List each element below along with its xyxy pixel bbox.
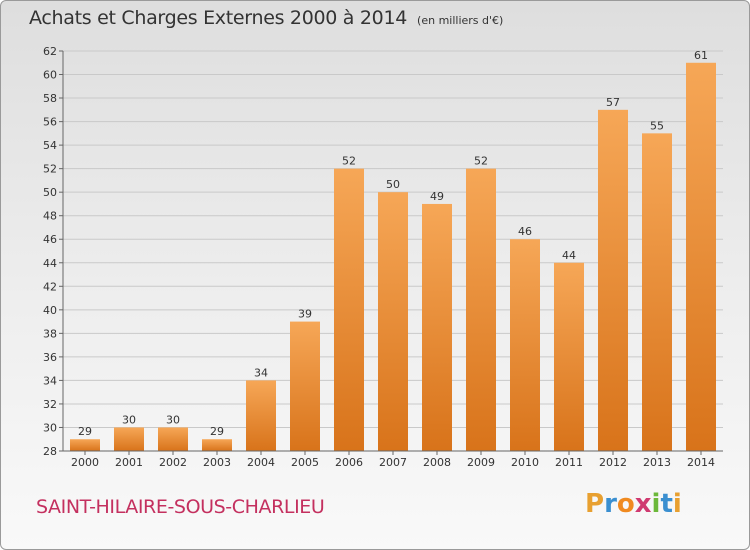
logo-letter: i (651, 489, 661, 519)
y-tick-label: 48 (43, 210, 57, 223)
commune-name: SAINT-HILAIRE-SOUS-CHARLIEU (36, 496, 325, 518)
proxiti-logo: Proxiti (585, 489, 682, 519)
y-tick-label: 38 (43, 327, 57, 340)
chart-unit: (en milliers d'€) (417, 14, 504, 27)
x-tick-label: 2009 (467, 456, 495, 469)
y-tick-label: 40 (43, 304, 57, 317)
bar (598, 109, 628, 451)
y-tick-label: 46 (43, 233, 57, 246)
x-tick-label: 2002 (159, 456, 187, 469)
y-tick-label: 44 (43, 257, 57, 270)
bars (70, 62, 716, 452)
y-tick-label: 56 (43, 116, 57, 129)
y-tick-label: 32 (43, 398, 57, 411)
x-tick-label: 2005 (291, 456, 319, 469)
x-tick-label: 2012 (599, 456, 627, 469)
bar-value-label: 39 (298, 308, 312, 321)
x-tick-label: 2010 (511, 456, 539, 469)
x-tick-label: 2001 (115, 456, 143, 469)
bar-value-label: 29 (210, 425, 224, 438)
logo-letter: x (634, 489, 652, 519)
bar (642, 133, 672, 451)
bar-value-label: 44 (562, 249, 576, 262)
y-tick-label: 50 (43, 186, 57, 199)
logo-letter: r (604, 489, 617, 519)
logo-letter: P (585, 489, 605, 519)
bar (686, 62, 716, 451)
x-tick-label: 2014 (687, 456, 715, 469)
x-tick-label: 2004 (247, 456, 275, 469)
logo-letter: t (660, 489, 673, 519)
bar-value-label: 49 (430, 190, 444, 203)
bar (158, 427, 188, 451)
logo-letter: o (616, 489, 635, 519)
y-tick-label: 54 (43, 139, 57, 152)
y-tick-label: 34 (43, 374, 57, 387)
bar-value-label: 57 (606, 96, 620, 109)
bar (554, 262, 584, 451)
y-tick-label: 60 (43, 69, 57, 82)
labels: 28 30 32 34 36 38 40 42 44 46 48 50 52 54 56 58 60 62 29 20… (43, 45, 715, 469)
bar (510, 239, 540, 451)
bar (114, 427, 144, 451)
bar (378, 192, 408, 452)
chart-title-block: Achats et Charges Externes 2000 à 2014 (e… (29, 7, 503, 29)
bar-value-label: 46 (518, 225, 532, 238)
x-tick-label: 2007 (379, 456, 407, 469)
x-tick-label: 2006 (335, 456, 363, 469)
bar-value-label: 61 (694, 49, 708, 62)
bar (334, 168, 364, 451)
x-tick-label: 2011 (555, 456, 583, 469)
bar-value-label: 29 (78, 425, 92, 438)
bar (246, 380, 276, 451)
x-tick-label: 2000 (71, 456, 99, 469)
chart-title: Achats et Charges Externes 2000 à 2014 (29, 7, 408, 29)
bar (70, 439, 100, 451)
y-tick-label: 36 (43, 351, 57, 364)
bar (466, 168, 496, 451)
x-tick-label: 2008 (423, 456, 451, 469)
y-tick-label: 58 (43, 92, 57, 105)
bar-value-label: 50 (386, 178, 400, 191)
bar (290, 321, 320, 451)
axes (59, 50, 723, 455)
bar (202, 439, 232, 451)
y-tick-label: 30 (43, 421, 57, 434)
y-tick-label: 52 (43, 163, 57, 176)
y-tick-label: 28 (43, 445, 57, 458)
bar-value-label: 52 (342, 155, 356, 168)
bar-value-label: 52 (474, 155, 488, 168)
bar-value-label: 55 (650, 119, 664, 132)
bar-value-label: 30 (122, 413, 136, 426)
logo-letter: i (672, 489, 682, 519)
x-tick-label: 2013 (643, 456, 671, 469)
x-tick-label: 2003 (203, 456, 231, 469)
bar-value-label: 34 (254, 366, 268, 379)
y-tick-label: 42 (43, 280, 57, 293)
y-tick-label: 62 (43, 45, 57, 58)
bar (422, 203, 452, 451)
bar-value-label: 30 (166, 413, 180, 426)
